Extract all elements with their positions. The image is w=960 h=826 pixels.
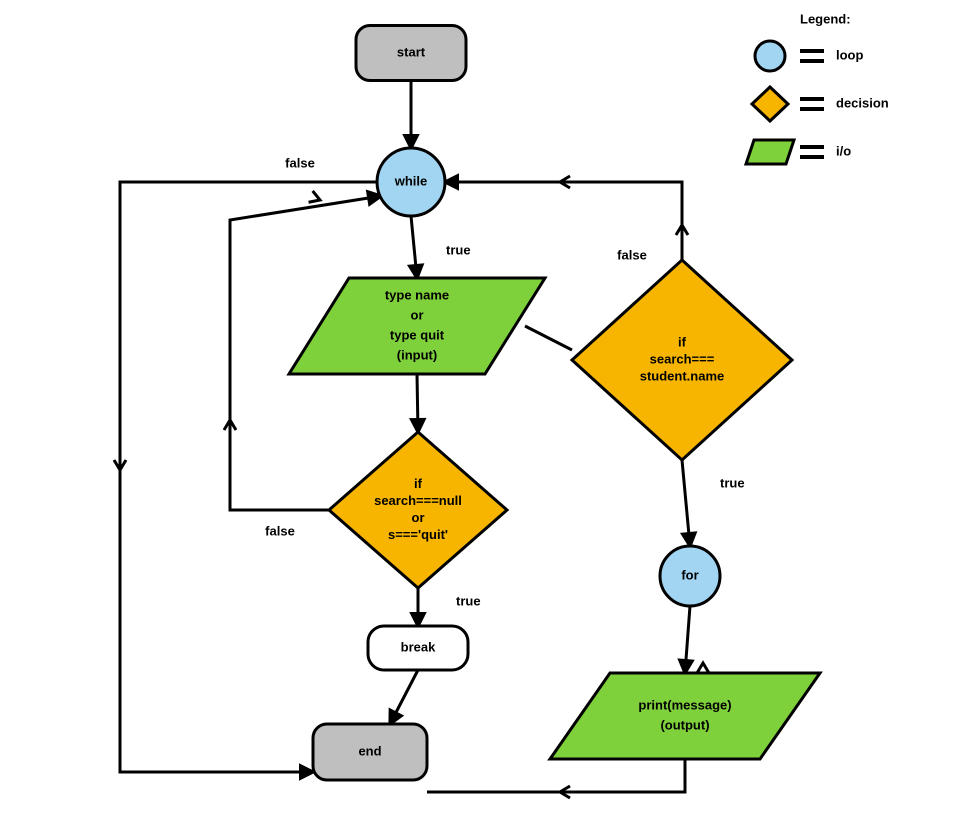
edge-ioout-left (427, 759, 685, 792)
edge-ioin-decnull (417, 374, 418, 432)
edge-ioin-decname (525, 326, 572, 350)
svg-text:true: true (446, 242, 471, 257)
svg-text:for: for (681, 567, 698, 582)
svg-text:end: end (358, 743, 381, 758)
svg-text:type name: type name (385, 287, 449, 302)
edge-while-end (120, 182, 377, 772)
svg-text:start: start (397, 44, 426, 59)
edge-for-ioout (685, 606, 690, 673)
svg-text:if: if (678, 334, 687, 349)
edge-decname-for (682, 460, 690, 546)
edge-tick (309, 191, 320, 202)
legend-loop-icon (755, 41, 785, 71)
svg-text:true: true (456, 593, 481, 608)
legend-decision-icon (752, 87, 788, 121)
svg-text:search===null: search===null (374, 493, 462, 508)
svg-text:false: false (617, 247, 647, 262)
svg-text:search===: search=== (650, 351, 715, 366)
svg-text:or: or (411, 307, 424, 322)
svg-text:true: true (720, 475, 745, 490)
svg-text:loop: loop (836, 47, 863, 62)
svg-text:student.name: student.name (640, 368, 725, 383)
svg-text:print(message): print(message) (638, 697, 731, 712)
svg-text:type quit: type quit (390, 327, 445, 342)
svg-text:break: break (401, 639, 436, 654)
svg-text:(output): (output) (660, 717, 709, 732)
svg-text:false: false (285, 155, 315, 170)
edge-break-end (390, 670, 418, 724)
svg-text:if: if (414, 476, 423, 491)
svg-text:i/o: i/o (836, 143, 851, 158)
svg-text:decision: decision (836, 95, 889, 110)
svg-text:Legend:: Legend: (800, 11, 851, 26)
legend-io-icon (746, 140, 794, 164)
svg-text:or: or (412, 510, 425, 525)
svg-text:false: false (265, 523, 295, 538)
svg-text:s==='quit': s==='quit' (388, 527, 448, 542)
io-node (550, 673, 820, 759)
svg-text:while: while (394, 173, 428, 188)
svg-text:(input): (input) (397, 347, 437, 362)
edge-while-ioin (411, 216, 417, 278)
